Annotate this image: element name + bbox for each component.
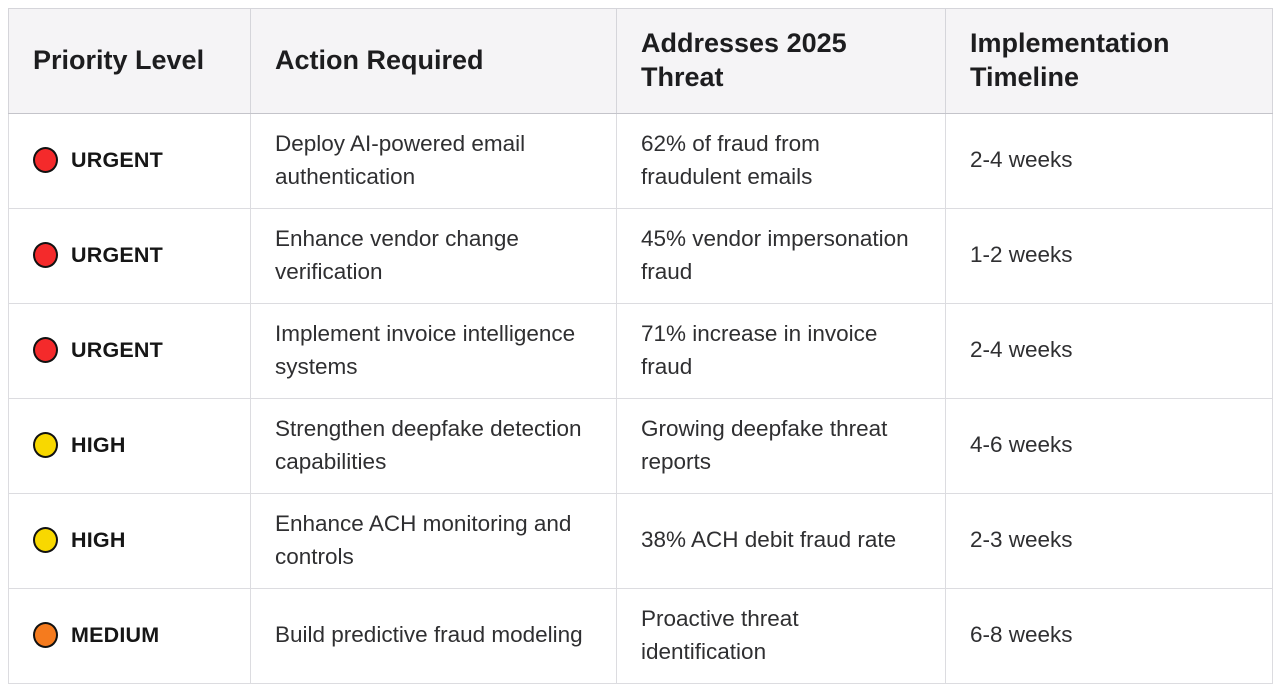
threat-cell: 62% of fraud from fraudulent emails [616,112,946,209]
table-row: URGENT Enhance vendor change verificatio… [8,207,1273,304]
priority-badge: MEDIUM [33,620,230,651]
action-cell: Strengthen deepfake detection capabiliti… [250,397,617,494]
threat-cell: 71% increase in invoice fraud [616,302,946,399]
table-row: HIGH Enhance ACH monitoring and controls… [8,492,1273,589]
priority-label: HIGH [71,432,126,457]
priority-badge: HIGH [33,525,230,556]
action-cell: Enhance ACH monitoring and controls [250,492,617,589]
priority-cell: URGENT [8,302,251,399]
priority-cell: URGENT [8,207,251,304]
priority-action-table: Priority Level Action Required Addresses… [8,8,1273,684]
priority-dot-icon [33,527,58,554]
priority-cell: HIGH [8,492,251,589]
column-header-action-required: Action Required [250,8,617,114]
action-cell: Enhance vendor change verification [250,207,617,304]
priority-cell: URGENT [8,112,251,209]
priority-dot-icon [33,337,58,364]
table-row: HIGH Strengthen deepfake detection capab… [8,397,1273,494]
priority-badge: URGENT [33,335,230,366]
table-header-row: Priority Level Action Required Addresses… [8,8,1273,114]
action-cell: Deploy AI-powered email authentication [250,112,617,209]
timeline-cell: 6-8 weeks [945,587,1273,684]
timeline-cell: 2-4 weeks [945,112,1273,209]
threat-cell: Growing deepfake threat reports [616,397,946,494]
timeline-cell: 4-6 weeks [945,397,1273,494]
priority-action-table-container: Priority Level Action Required Addresses… [8,8,1273,684]
column-header-priority-level: Priority Level [8,8,251,114]
priority-dot-icon [33,622,58,649]
action-cell: Build predictive fraud modeling [250,587,617,684]
priority-cell: HIGH [8,397,251,494]
priority-label: MEDIUM [71,622,160,647]
threat-cell: 38% ACH debit fraud rate [616,492,946,589]
action-cell: Implement invoice intelligence systems [250,302,617,399]
priority-dot-icon [33,432,58,459]
priority-cell: MEDIUM [8,587,251,684]
column-header-implementation-timeline: Implementation Timeline [945,8,1273,114]
timeline-cell: 2-4 weeks [945,302,1273,399]
priority-badge: URGENT [33,145,230,176]
threat-cell: 45% vendor impersonation fraud [616,207,946,304]
column-header-addresses-threat: Addresses 2025 Threat [616,8,946,114]
priority-badge: URGENT [33,240,230,271]
priority-badge: HIGH [33,430,230,461]
priority-label: URGENT [71,147,163,172]
timeline-cell: 1-2 weeks [945,207,1273,304]
priority-label: URGENT [71,337,163,362]
priority-dot-icon [33,147,58,174]
threat-cell: Proactive threat identification [616,587,946,684]
timeline-cell: 2-3 weeks [945,492,1273,589]
priority-label: URGENT [71,242,163,267]
priority-label: HIGH [71,527,126,552]
table-row: URGENT Deploy AI-powered email authentic… [8,112,1273,209]
table-row: URGENT Implement invoice intelligence sy… [8,302,1273,399]
priority-dot-icon [33,242,58,269]
table-row: MEDIUM Build predictive fraud modeling P… [8,587,1273,684]
